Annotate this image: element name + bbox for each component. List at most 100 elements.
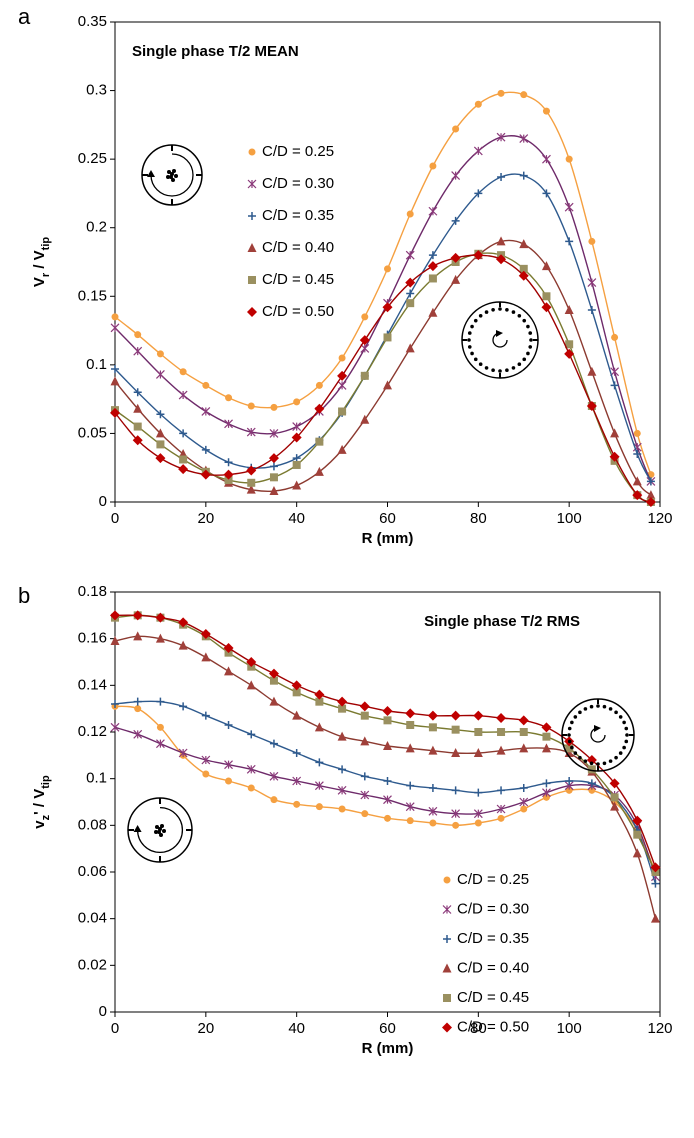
- marker: [451, 274, 461, 284]
- icon-dot: [478, 313, 483, 318]
- y-axis-label-part: / V: [31, 250, 48, 273]
- marker: [360, 772, 369, 781]
- marker: [268, 453, 279, 464]
- icon-dot: [484, 310, 489, 314]
- icon-dot: [467, 331, 472, 335]
- marker: [360, 371, 369, 380]
- marker: [382, 302, 393, 313]
- y-tick-label: 0.08: [78, 816, 107, 833]
- marker: [179, 368, 187, 376]
- icon-dot: [470, 351, 474, 356]
- marker: [110, 722, 120, 732]
- marker: [518, 270, 529, 281]
- marker: [405, 743, 415, 753]
- marker: [428, 806, 438, 816]
- marker: [473, 748, 483, 757]
- legend-marker: [442, 963, 452, 973]
- x-tick-label: 0: [111, 510, 119, 527]
- marker: [247, 730, 256, 739]
- marker: [293, 800, 301, 808]
- marker: [542, 189, 551, 198]
- x-tick-label: 60: [379, 510, 396, 527]
- marker: [565, 237, 574, 246]
- marker: [155, 612, 166, 623]
- icon-dot: [473, 318, 478, 323]
- marker: [587, 765, 596, 774]
- marker: [269, 429, 279, 438]
- marker: [246, 657, 257, 667]
- marker: [360, 736, 370, 746]
- marker: [587, 278, 597, 287]
- y-tick-label: 0.15: [78, 287, 107, 304]
- marker: [337, 731, 347, 741]
- icon-dot: [498, 307, 502, 311]
- fit-curve: [114, 173, 652, 482]
- x-tick-label: 60: [379, 1020, 396, 1037]
- marker: [586, 755, 597, 765]
- marker: [178, 640, 188, 650]
- marker: [610, 428, 620, 438]
- marker: [541, 302, 552, 313]
- marker: [110, 376, 120, 386]
- marker: [496, 804, 506, 814]
- marker: [633, 450, 642, 458]
- marker: [269, 473, 278, 482]
- icon-dot: [511, 366, 516, 370]
- icon-dot: [171, 178, 175, 182]
- icon-dot: [573, 751, 578, 755]
- marker: [315, 803, 323, 811]
- legend-marker: [248, 276, 256, 284]
- marker: [134, 705, 142, 713]
- legend-label: C/D = 0.50: [262, 303, 334, 320]
- y-tick-label: 0.05: [78, 424, 107, 441]
- icon-dot: [614, 710, 618, 715]
- icon-arrowhead: [133, 825, 142, 832]
- icon-dot: [583, 707, 588, 711]
- y-axis-label-part: ' / V: [31, 789, 48, 815]
- y-tick-label: 0.12: [78, 723, 107, 740]
- y-axis-label-part: r: [40, 272, 52, 277]
- marker: [611, 333, 619, 341]
- y-axis-label-part: v: [31, 820, 48, 829]
- icon-dot: [567, 739, 572, 744]
- marker: [314, 689, 325, 700]
- marker: [315, 437, 324, 446]
- marker: [564, 202, 574, 212]
- marker: [155, 739, 165, 749]
- icon-dot: [522, 318, 527, 323]
- icon-dot: [155, 825, 159, 829]
- marker: [200, 629, 211, 639]
- icon-dot: [622, 745, 626, 750]
- marker: [110, 323, 120, 333]
- marker: [201, 755, 211, 765]
- marker: [496, 254, 507, 265]
- marker: [586, 401, 597, 411]
- icon-dot: [578, 755, 582, 760]
- x-axis-label: R (mm): [362, 530, 414, 547]
- marker: [224, 666, 234, 676]
- marker: [110, 610, 120, 621]
- x-tick-label: 100: [557, 510, 582, 527]
- marker: [519, 797, 529, 807]
- icon-dot: [491, 307, 495, 312]
- legend-marker: [248, 148, 256, 156]
- marker: [315, 758, 324, 767]
- y-tick-label: 0.04: [78, 910, 107, 927]
- icon-dot: [491, 368, 495, 373]
- legend-label: C/D = 0.25: [457, 871, 529, 888]
- marker: [427, 261, 438, 272]
- icon-dot: [498, 369, 502, 373]
- icon-dot: [526, 351, 530, 356]
- marker: [497, 172, 506, 181]
- marker: [224, 458, 233, 467]
- icon-dot: [478, 362, 483, 367]
- marker: [451, 809, 461, 819]
- marker: [315, 697, 324, 706]
- legend-marker: [442, 1022, 452, 1033]
- legend-label: C/D = 0.35: [262, 207, 334, 224]
- marker: [134, 331, 142, 339]
- marker: [519, 728, 528, 736]
- marker: [428, 784, 437, 792]
- marker: [519, 784, 528, 792]
- marker: [201, 445, 210, 454]
